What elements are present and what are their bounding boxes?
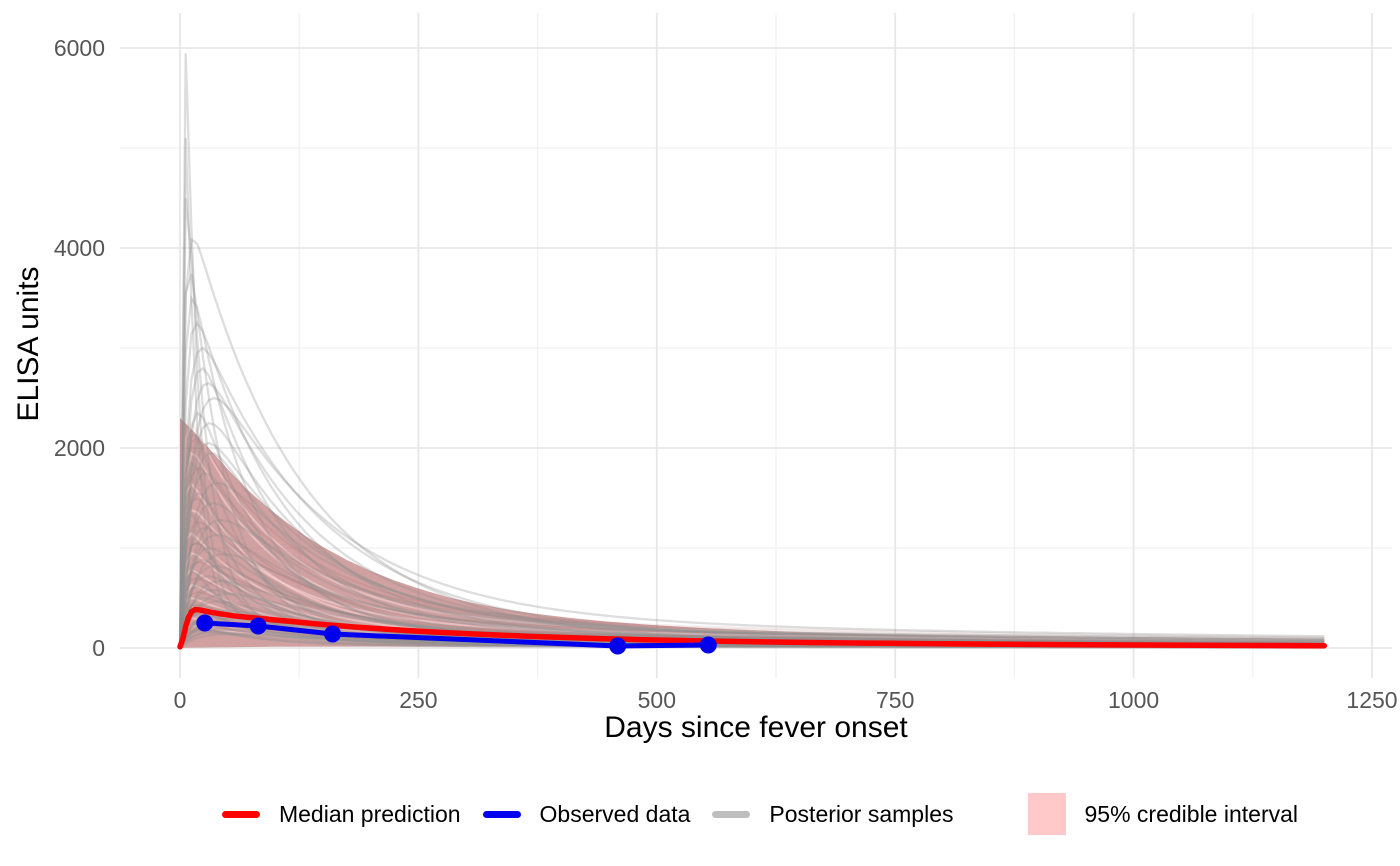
posterior-sample-curve: [178, 518, 1325, 649]
x-tick-label: 1250: [1346, 687, 1398, 713]
posterior-sample-curve: [178, 482, 1325, 649]
legend-item-observed-data: Observed data: [482, 800, 691, 828]
y-axis-title: ELISA units: [12, 266, 45, 422]
credible-interval-texture-line: [179, 466, 1325, 649]
y-tick-label: 4000: [53, 235, 105, 261]
x-tick-label: 500: [637, 687, 676, 713]
credible-interval-texture-line: [179, 509, 1325, 649]
x-tick-label: 250: [399, 687, 438, 713]
credible-interval-texture-line: [179, 437, 1325, 649]
legend-item-posterior-samples: Posterior samples: [712, 800, 954, 828]
observed-data-line-swatch: [482, 810, 521, 818]
posterior-sample-curve: [178, 534, 1325, 649]
observed-data-point: [249, 617, 267, 635]
legend-label: Observed data: [539, 800, 691, 827]
legend-label: Posterior samples: [769, 800, 954, 827]
x-axis-title: Days since fever onset: [604, 711, 908, 744]
credible-interval-texture-line: [179, 421, 1325, 649]
observed-data-point: [324, 625, 342, 643]
observed-data-point: [699, 636, 717, 654]
posterior-sample-curve: [178, 381, 1325, 649]
posterior-sample-curve: [178, 441, 1325, 649]
posterior-sample-curve: [178, 452, 1325, 649]
credible-interval-fill-swatch: [1027, 793, 1066, 835]
plot-area: [120, 13, 1392, 678]
credible-interval-band: [180, 418, 1325, 648]
x-tick-label: 750: [876, 687, 915, 713]
legend-item-credible-interval: 95% credible interval: [1027, 793, 1299, 835]
posterior-sample-curve: [178, 552, 1325, 649]
observed-data-point: [609, 637, 627, 655]
posterior-sample-curve: [178, 396, 1325, 649]
observed-data-point: [196, 614, 214, 632]
legend-item-median-prediction: Median prediction: [221, 800, 461, 828]
credible-interval-texture-line: [179, 520, 1325, 649]
posterior-sample-curve: [178, 501, 1325, 649]
legend-label: 95% credible interval: [1084, 800, 1299, 827]
median-prediction-line-swatch: [221, 810, 260, 818]
median-prediction-line: [177, 606, 1328, 650]
posterior-sample-curve: [178, 421, 1325, 649]
x-tick-label: 0: [173, 687, 187, 713]
y-tick-label: 0: [92, 635, 105, 661]
posterior-samples-line-swatch: [712, 810, 751, 818]
credible-interval-texture-line: [179, 542, 1325, 649]
credible-interval-texture-line: [179, 561, 1325, 649]
legend: Median prediction Observed data Posterio…: [0, 790, 1400, 838]
legend-label: Median prediction: [278, 800, 461, 827]
x-tick-label: 1000: [1108, 687, 1160, 713]
y-tick-label: 2000: [53, 435, 105, 461]
y-tick-label: 6000: [53, 35, 105, 61]
